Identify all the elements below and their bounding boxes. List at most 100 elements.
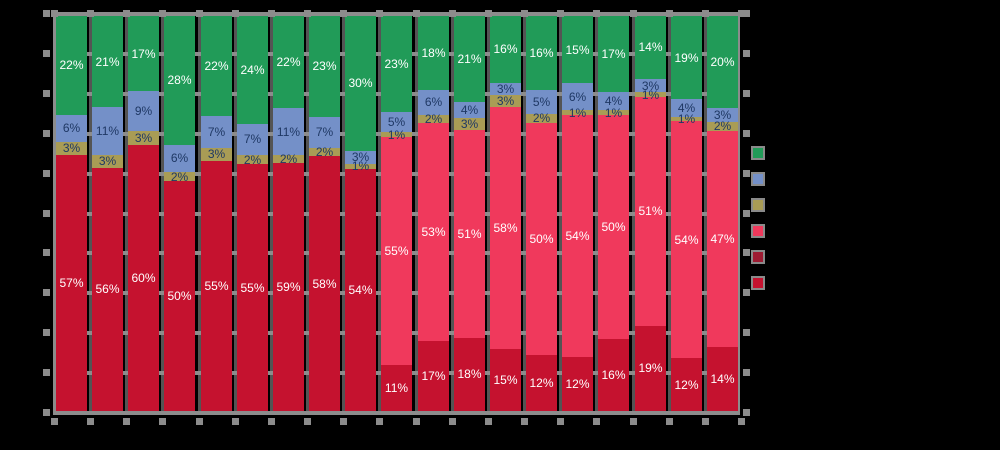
bar-segment-blue: 3% xyxy=(490,81,521,96)
segment-value-label: 2% xyxy=(279,151,298,166)
bar-segment-olive: 2% xyxy=(237,154,268,166)
bar-segment-crimson: 50% xyxy=(164,181,195,412)
bar-segment-blue: 7% xyxy=(237,123,268,156)
segment-value-label: 30% xyxy=(348,76,373,91)
legend-item-darkred xyxy=(751,250,811,264)
bar-column: 28% 6% 2% 50% xyxy=(164,16,195,412)
x-axis-tick-bottom xyxy=(485,418,492,425)
y-axis-tick-left xyxy=(43,90,50,97)
segment-value-label: 50% xyxy=(167,289,192,304)
bar-segment-blue: 7% xyxy=(201,115,232,148)
bar-column: 30% 3% 1% 54% xyxy=(345,16,376,411)
bar-segment-olive: 1% xyxy=(562,107,593,119)
bar-segment-olive: 2% xyxy=(526,111,557,126)
segment-value-label: 16% xyxy=(601,368,626,383)
bar-segment-pink: 50% xyxy=(526,122,557,356)
x-axis-tick-top xyxy=(521,10,528,17)
bar-segment-crimson: 16% xyxy=(598,339,629,411)
bar-segment-crimson: 59% xyxy=(273,163,304,411)
bar-segment-pink: 51% xyxy=(454,130,485,338)
bar-segment-pink: 50% xyxy=(598,114,629,340)
x-axis-tick-bottom xyxy=(593,418,600,425)
bar-segment-blue: 6% xyxy=(562,83,593,111)
segment-value-label: 55% xyxy=(204,279,229,294)
segment-value-label: 1% xyxy=(387,127,406,142)
bar-column: 16% 5% 2% 50% 12% xyxy=(526,16,557,412)
segment-value-label: 24% xyxy=(240,62,265,77)
segment-value-label: 50% xyxy=(529,232,554,247)
x-axis-tick-top xyxy=(304,10,311,17)
bar-segment-blue: 9% xyxy=(128,91,159,132)
segment-value-label: 2% xyxy=(532,111,551,126)
segment-value-label: 4% xyxy=(604,94,623,109)
bar-column: 24% 7% 2% 55% xyxy=(237,16,268,412)
x-axis-tick-bottom xyxy=(449,418,456,425)
segment-value-label: 47% xyxy=(710,231,735,246)
bar-segment-green: 16% xyxy=(526,16,557,91)
segment-value-label: 50% xyxy=(601,219,626,234)
segment-value-label: 53% xyxy=(421,225,446,240)
bar-segment-blue: 5% xyxy=(526,90,557,114)
y-axis-tick-right xyxy=(743,210,750,217)
x-axis-tick-top xyxy=(376,10,383,17)
bar-segment-crimson: 58% xyxy=(309,156,340,411)
segment-value-label: 3% xyxy=(460,116,479,131)
bar-segment-crimson: 15% xyxy=(490,348,521,411)
bar-segment-green: 23% xyxy=(309,16,340,117)
x-axis-tick-top xyxy=(485,10,492,17)
bar-segment-blue: 7% xyxy=(309,116,340,148)
bar-segment-crimson: 18% xyxy=(454,337,485,411)
bar-segment-olive: 3% xyxy=(201,147,232,162)
x-axis-tick-bottom xyxy=(630,418,637,425)
legend-item-blue xyxy=(751,172,811,186)
bar-segment-pink: 54% xyxy=(671,121,702,359)
segment-value-label: 3% xyxy=(496,94,515,109)
bar-column: 17% 4% 1% 50% 16% xyxy=(598,16,629,411)
bar-column: 23% 5% 1% 55% 11% xyxy=(381,16,412,411)
segment-value-label: 15% xyxy=(493,372,518,387)
gridline-horizontal xyxy=(53,411,740,415)
bar-segment-crimson: 12% xyxy=(671,358,702,412)
segment-value-label: 3% xyxy=(641,78,660,93)
segment-value-label: 1% xyxy=(351,159,370,174)
bar-segment-green: 21% xyxy=(454,16,485,102)
segment-value-label: 55% xyxy=(240,280,265,295)
x-axis-tick-bottom xyxy=(702,418,709,425)
bar-segment-green: 17% xyxy=(128,16,159,92)
segment-value-label: 2% xyxy=(424,111,443,126)
bar-segment-pink: 53% xyxy=(418,122,449,342)
legend-swatch-pink xyxy=(751,224,765,238)
y-axis-tick-left xyxy=(43,210,50,217)
bar-segment-blue: 4% xyxy=(454,101,485,118)
segment-value-label: 5% xyxy=(532,94,551,109)
segment-value-label: 21% xyxy=(95,54,120,69)
segment-value-label: 7% xyxy=(207,124,226,139)
bar-segment-green: 22% xyxy=(56,16,87,115)
bar-segment-olive: 1% xyxy=(345,160,376,172)
bar-segment-olive: 3% xyxy=(128,131,159,145)
bar-segment-blue: 6% xyxy=(56,114,87,142)
bar-column: 22% 11% 2% 59% xyxy=(273,16,304,411)
y-axis-tick-right xyxy=(743,249,750,256)
bar-segment-green: 14% xyxy=(635,16,666,79)
bar-segment-olive: 2% xyxy=(309,146,340,158)
bar-segment-blue: 11% xyxy=(273,108,304,155)
bar-segment-crimson: 17% xyxy=(418,341,449,412)
y-axis-tick-left xyxy=(43,249,50,256)
x-axis-tick-bottom xyxy=(557,418,564,425)
bar-segment-olive: 2% xyxy=(418,111,449,126)
bar-column: 22% 6% 3% 57% xyxy=(56,16,87,412)
legend-swatch-crimson xyxy=(751,276,765,290)
segment-value-label: 3% xyxy=(496,81,515,96)
y-axis-tick-left xyxy=(43,289,50,296)
bar-segment-olive: 2% xyxy=(164,169,195,184)
bar-segment-crimson: 12% xyxy=(526,355,557,412)
segment-value-label: 2% xyxy=(170,169,189,184)
x-axis-tick-top xyxy=(51,10,58,17)
bar-segment-blue: 4% xyxy=(598,92,629,111)
segment-value-label: 57% xyxy=(59,276,84,291)
bar-segment-crimson: 55% xyxy=(201,161,232,412)
segment-value-label: 16% xyxy=(529,46,554,61)
x-axis-tick-bottom xyxy=(123,418,130,425)
y-axis-tick-left xyxy=(43,170,50,177)
